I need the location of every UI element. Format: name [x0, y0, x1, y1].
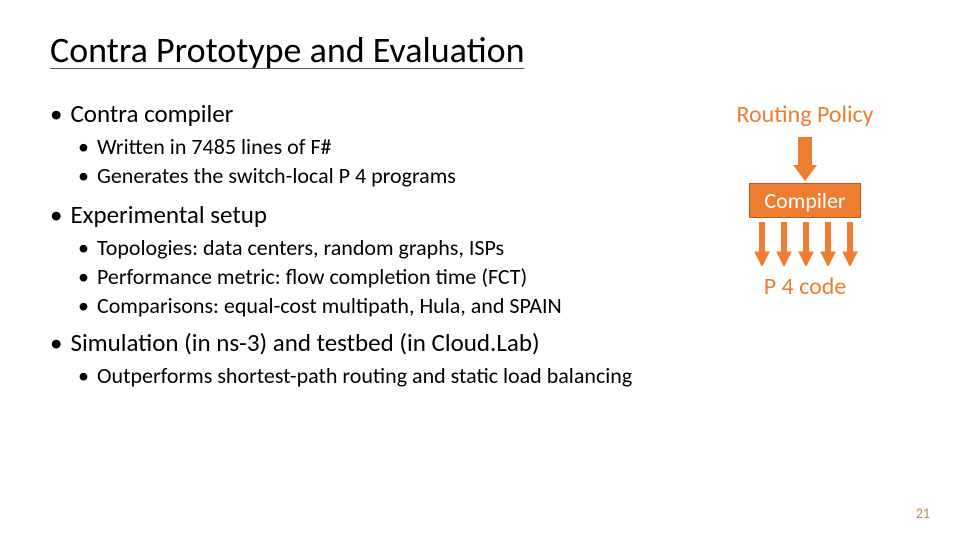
- bullet-text: Performance metric: flow completion time…: [97, 263, 527, 290]
- bullet-text: Written in 7485 lines of F#: [97, 133, 332, 160]
- bullet-text: Topologies: data centers, random graphs,…: [97, 234, 504, 261]
- bullet-comparisons: • Comparisons: equal-cost multipath, Hul…: [78, 292, 690, 319]
- compiler-box: Compiler: [749, 183, 860, 218]
- p4-code-label: P 4 code: [764, 272, 847, 301]
- bullet-dot-icon: •: [78, 162, 89, 189]
- bullet-text: Outperforms shortest-path routing and st…: [97, 362, 632, 389]
- bullet-dot-icon: •: [50, 98, 62, 129]
- bullet-performance-metric: • Performance metric: flow completion ti…: [78, 263, 690, 290]
- bullet-dot-icon: •: [50, 199, 62, 230]
- page-number: 21: [916, 505, 930, 522]
- bullet-simulation: • Simulation (in ns-3) and testbed (in C…: [50, 327, 910, 358]
- bullet-dot-icon: •: [78, 263, 89, 290]
- bullet-dot-icon: •: [78, 362, 89, 389]
- left-column: • Contra compiler • Written in 7485 line…: [50, 98, 700, 321]
- bullet-text: Experimental setup: [70, 199, 267, 230]
- bullet-dot-icon: •: [78, 133, 89, 160]
- bullet-topologies: • Topologies: data centers, random graph…: [78, 234, 690, 261]
- bullet-contra-compiler: • Contra compiler: [50, 98, 690, 129]
- routing-policy-label: Routing Policy: [736, 100, 873, 129]
- slide: Contra Prototype and Evaluation • Contra…: [0, 0, 960, 540]
- bullet-experimental-setup: • Experimental setup: [50, 199, 690, 230]
- bullet-dot-icon: •: [50, 327, 62, 358]
- bullet-dot-icon: •: [78, 234, 89, 261]
- bullet-written-in: • Written in 7485 lines of F#: [78, 133, 690, 160]
- bullet-text: Generates the switch-local P 4 programs: [97, 162, 456, 189]
- bullet-outperforms: • Outperforms shortest-path routing and …: [78, 362, 910, 389]
- bullet-text: Contra compiler: [70, 98, 233, 129]
- bullet-text: Comparisons: equal-cost multipath, Hula,…: [97, 292, 562, 319]
- bullet-generates: • Generates the switch-local P 4 program…: [78, 162, 690, 189]
- arrows-down-multi-icon: [750, 220, 860, 266]
- right-column-diagram: Routing Policy Compiler: [700, 98, 910, 301]
- bottom-section: • Simulation (in ns-3) and testbed (in C…: [50, 327, 910, 389]
- slide-title: Contra Prototype and Evaluation: [50, 28, 910, 72]
- content-row: • Contra compiler • Written in 7485 line…: [50, 98, 910, 321]
- bullet-text: Simulation (in ns-3) and testbed (in Clo…: [70, 327, 539, 358]
- bullet-dot-icon: •: [78, 292, 89, 319]
- arrow-down-icon: [790, 135, 820, 181]
